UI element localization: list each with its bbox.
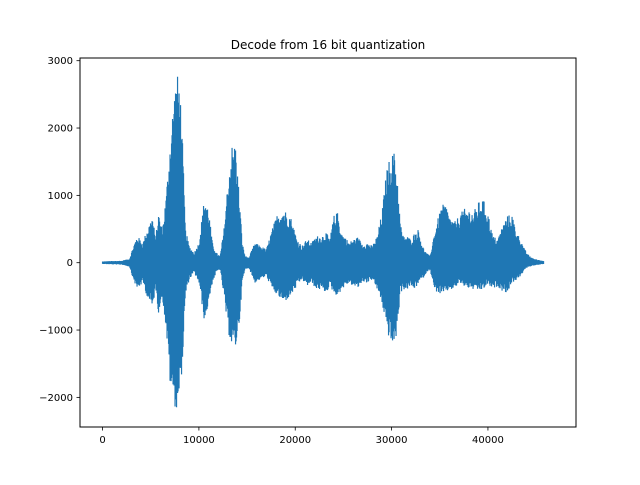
x-axis: 0 10000 20000 30000 40000 [99,427,504,446]
y-tick-label: −1000 [39,326,73,337]
y-tick-label: 2000 [48,124,73,135]
x-tick-label: 40000 [472,435,504,446]
y-tick-label: 1000 [48,191,73,202]
x-tick-label: 10000 [183,435,215,446]
x-tick-label: 0 [99,435,105,446]
x-tick-label: 30000 [376,435,408,446]
waveform-series-line [101,76,545,408]
x-tick-label: 20000 [279,435,311,446]
y-tick-label: 0 [67,258,73,269]
chart-title: Decode from 16 bit quantization [231,38,426,52]
plot-layer [101,76,545,408]
axes-frame [79,57,577,428]
y-tick-label: −2000 [39,393,73,404]
y-tick-label: 3000 [48,56,73,67]
y-axis: −2000 −1000 0 1000 2000 3000 [39,56,80,404]
